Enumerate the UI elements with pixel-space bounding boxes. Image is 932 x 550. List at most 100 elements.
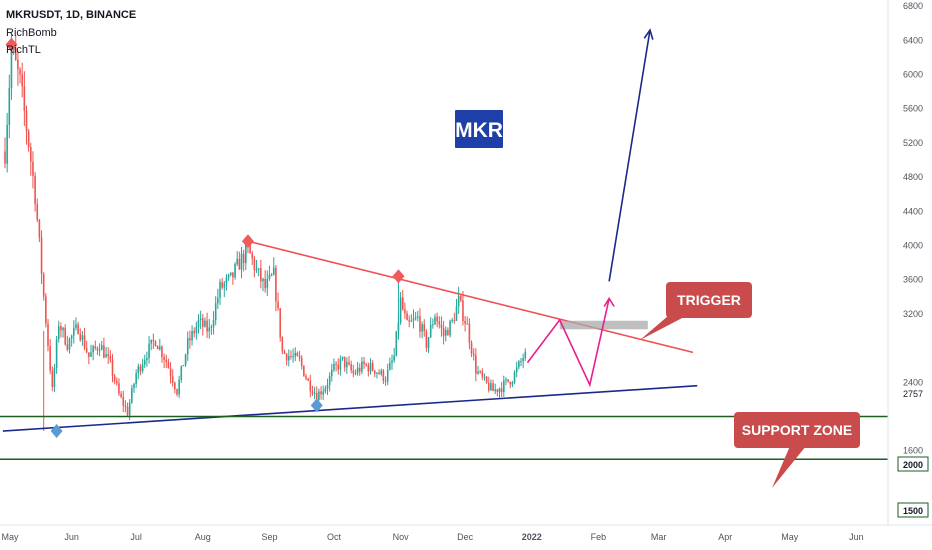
trigger-callout-box [666, 282, 752, 318]
candle-body [440, 324, 443, 329]
candle-body [19, 69, 21, 75]
candle-body [139, 366, 142, 372]
candle-body [294, 352, 297, 357]
candle-body [122, 397, 125, 406]
candle-body [451, 319, 453, 321]
candle-body [507, 379, 509, 382]
candle-body [107, 354, 109, 357]
candle-body [257, 268, 260, 270]
candle-body [492, 383, 494, 392]
candle-body [23, 86, 26, 111]
candle-body [150, 339, 152, 344]
candle-body [479, 371, 481, 373]
candle-body [154, 341, 157, 346]
candle-body [509, 381, 512, 385]
support-1500-text: 1500 [903, 506, 923, 516]
candle-body [146, 357, 148, 361]
support-callout-pointer [772, 446, 806, 488]
indicator-richtl: RichTL [6, 44, 41, 56]
candle-body [21, 74, 23, 87]
candle-body [199, 318, 202, 320]
candle-body [40, 237, 43, 274]
candle-body [348, 362, 350, 365]
candle-body [466, 323, 469, 325]
time-tick-label: Aug [195, 532, 211, 542]
candle-body [288, 355, 290, 361]
candle-body [477, 371, 479, 374]
target-arrowhead [643, 28, 654, 40]
time-tick-label: Oct [327, 532, 342, 542]
candle-body [320, 391, 322, 395]
candle-body [391, 360, 393, 363]
candle-body [485, 376, 488, 383]
price-tick-label: 6800 [903, 1, 923, 11]
candle-body [475, 355, 477, 374]
candle-body [103, 345, 105, 358]
candle-body [337, 364, 340, 370]
candle-body [225, 277, 228, 284]
candle-body [442, 328, 445, 336]
current-price-bg [898, 386, 928, 400]
trigger-callout-pointer [640, 316, 686, 340]
candle-body [384, 380, 387, 382]
price-tick-label: 4000 [903, 241, 923, 251]
price-tick-label: 4800 [903, 172, 923, 182]
candle-body [10, 47, 13, 88]
candle-body [176, 389, 178, 395]
candle-body [49, 346, 51, 371]
candle-body [328, 375, 331, 386]
candle-body [206, 320, 208, 332]
price-tick-label: 6400 [903, 35, 923, 45]
blue-diamond-marker [310, 398, 323, 413]
candle-body [42, 273, 45, 297]
candle-body [195, 326, 198, 334]
candle-body [189, 338, 191, 341]
candle-body [251, 253, 254, 259]
symbol-title: MKRUSDT, 1D, BINANCE [6, 9, 137, 21]
candle-body [66, 344, 69, 350]
candle-body [234, 264, 236, 278]
candle-body [210, 326, 213, 328]
candle-body [277, 301, 279, 309]
time-tick-label: Apr [718, 532, 732, 542]
candle-body [487, 382, 490, 391]
candle-body [346, 362, 348, 368]
candle-body [401, 297, 404, 310]
red-diamond-marker [5, 37, 18, 52]
candle-body [27, 131, 30, 148]
mkr-badge-text: MKR [455, 119, 503, 142]
trigger-label: TRIGGER [677, 292, 741, 308]
target-arrow-line [608, 29, 651, 282]
candle-body [186, 338, 189, 355]
candle-body [272, 267, 275, 275]
candle-body [354, 373, 357, 375]
candle-body [511, 382, 514, 385]
price-axis: 1600 2400 3200 3600 4000 4400 4800 5200 5600 6000… [903, 1, 923, 456]
candle-body [356, 367, 359, 374]
price-tick-label: 1600 [903, 446, 923, 456]
candle-body [472, 353, 475, 356]
candle-body [427, 337, 430, 348]
price-tick-label: 5600 [903, 104, 923, 114]
candle-body [367, 365, 370, 372]
candle-body [202, 318, 204, 327]
candle-body [380, 370, 383, 375]
candle-body [34, 175, 36, 204]
candle-body [32, 161, 34, 176]
candle-body [515, 367, 518, 373]
candle-body [167, 361, 170, 369]
candle-body [457, 295, 460, 307]
candle-body [412, 318, 415, 321]
candle-body [468, 323, 471, 343]
candle-body [266, 278, 269, 289]
pivot-markers [5, 37, 405, 439]
candle-body [113, 375, 116, 382]
candle-body [47, 323, 49, 347]
candle-body [219, 281, 221, 298]
candle-body [51, 370, 54, 387]
candle-body [143, 360, 146, 365]
price-tick-label: 3200 [903, 309, 923, 319]
candle-body [98, 349, 101, 351]
support-2000-label: 2000 [897, 456, 929, 472]
